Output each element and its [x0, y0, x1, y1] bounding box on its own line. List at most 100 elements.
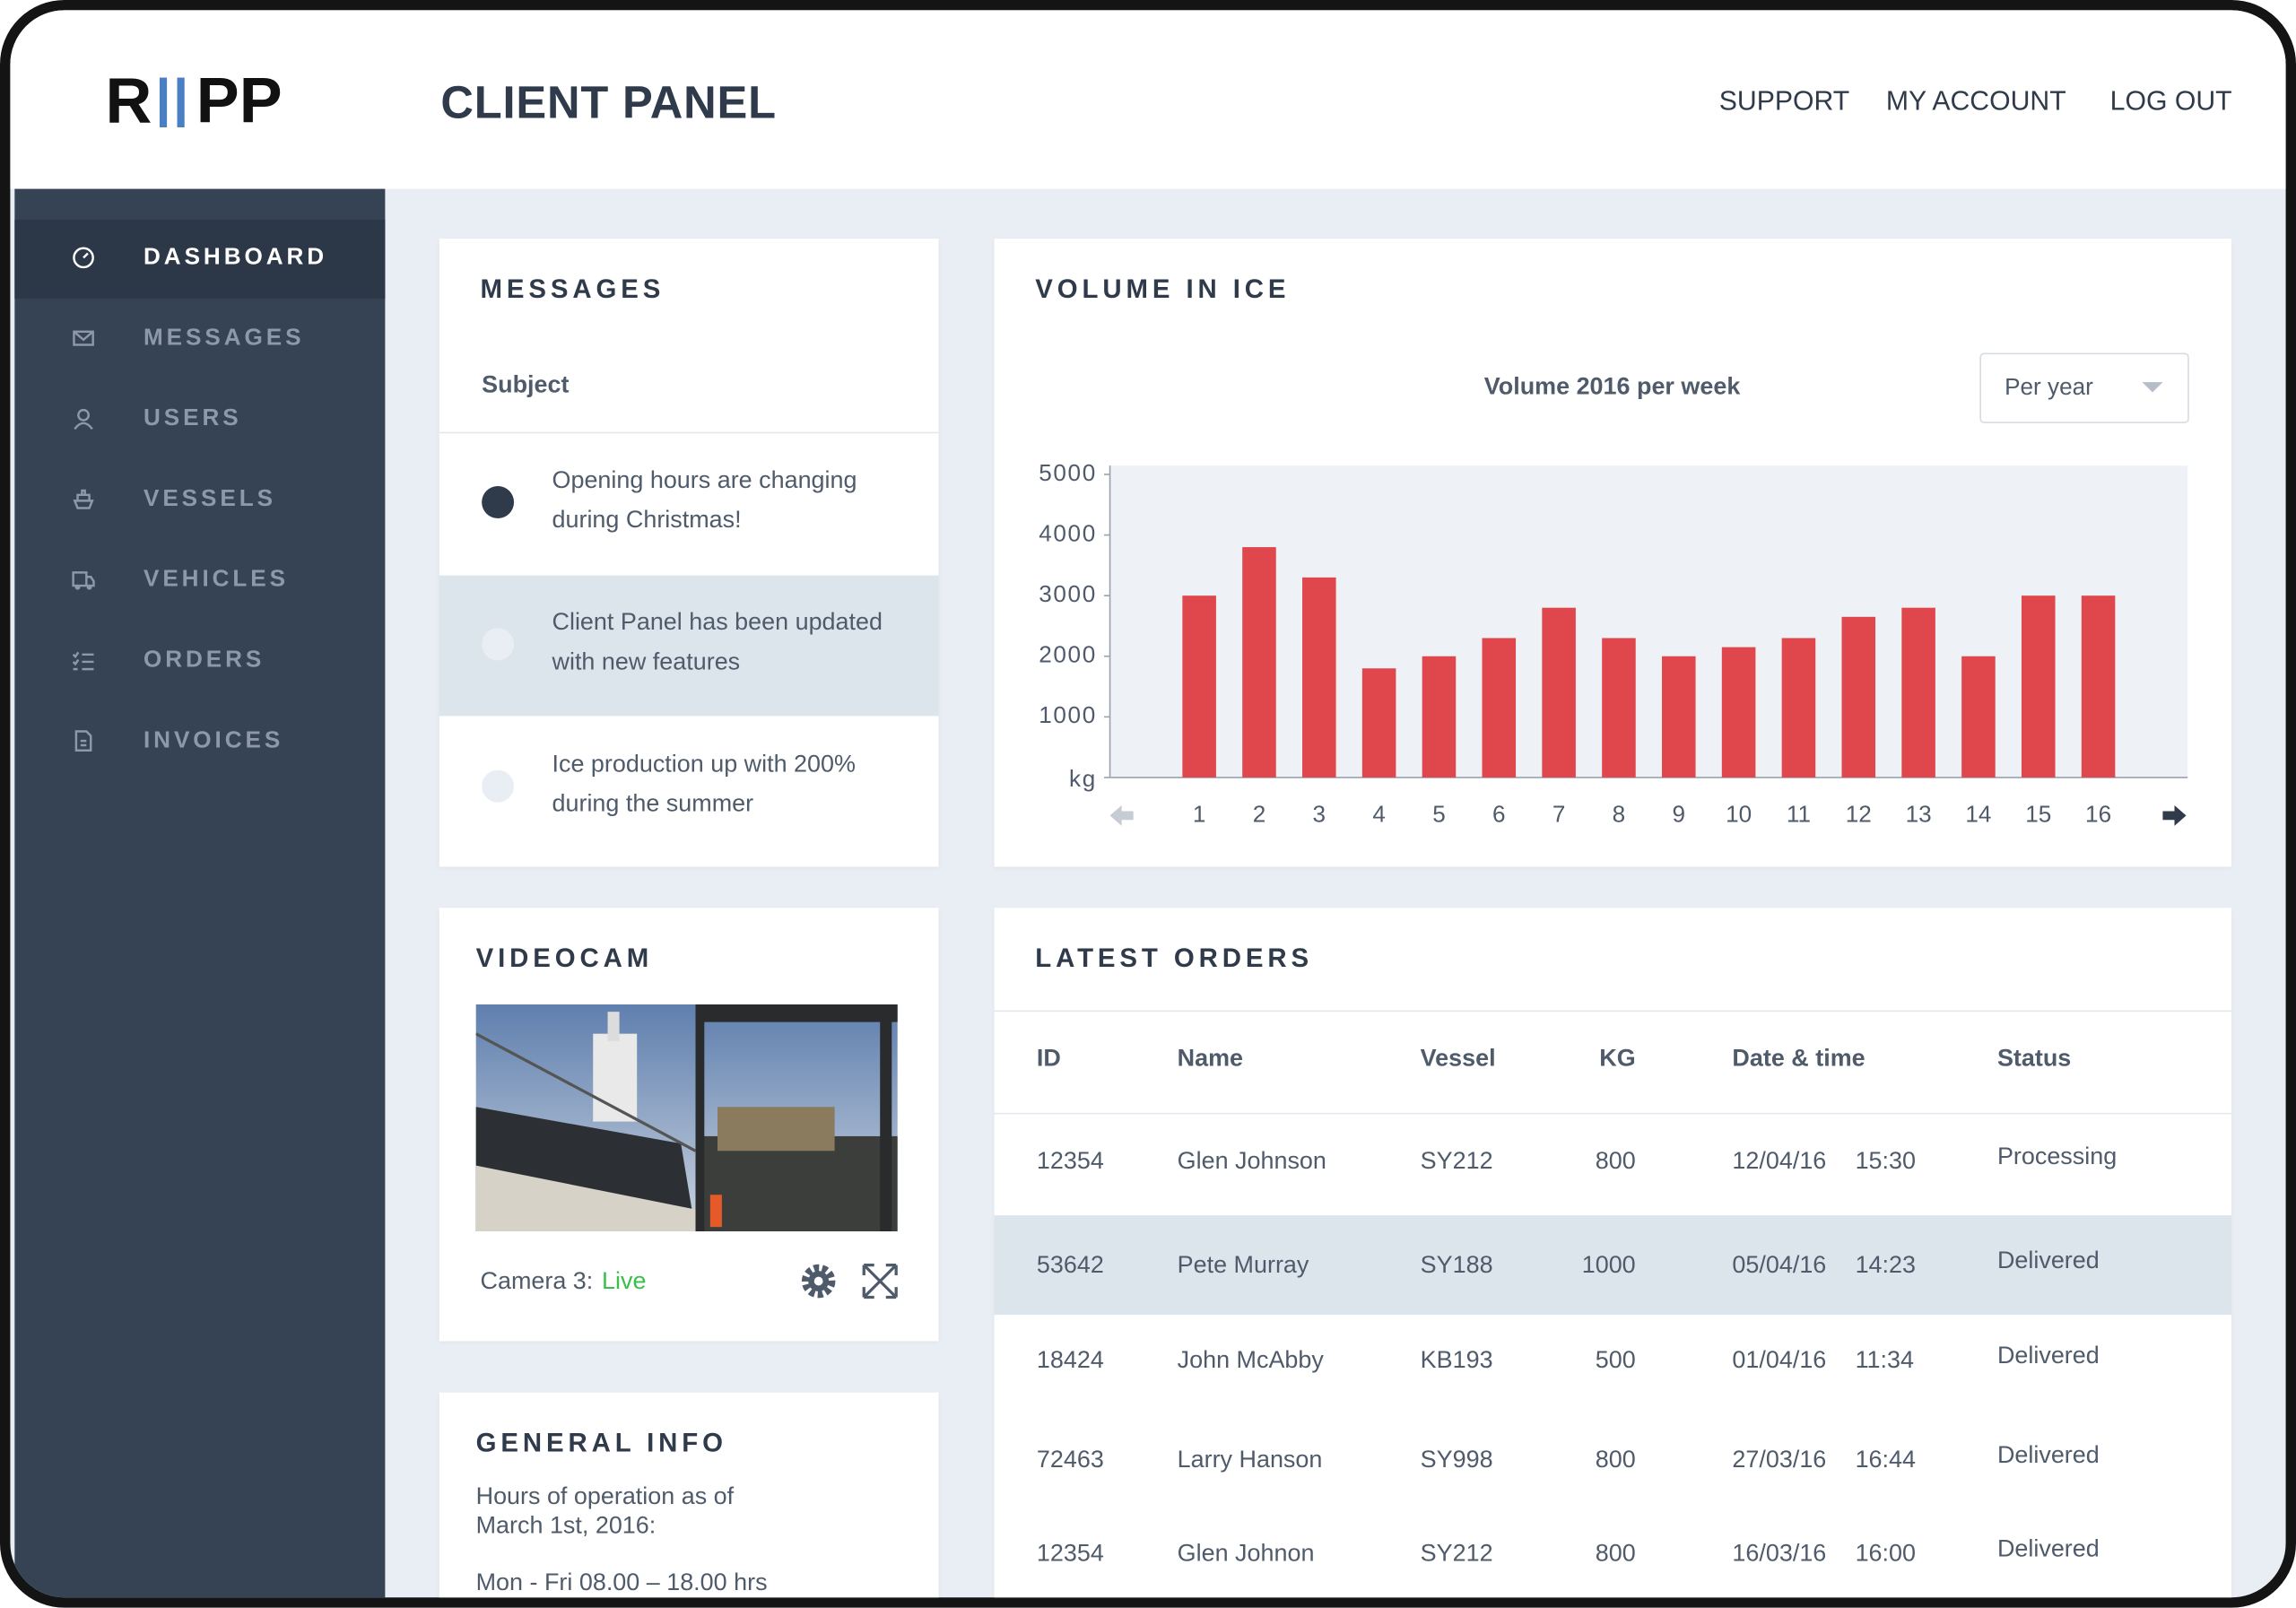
order-cell: Processing	[1996, 1143, 2118, 1170]
card-title: LATEST ORDERS	[1035, 943, 1313, 973]
y-tick-label: 1000	[1039, 701, 1097, 728]
logo-letters: PP	[196, 65, 283, 137]
order-cell: 12354	[1036, 1148, 1104, 1175]
bar	[1542, 607, 1576, 778]
bar	[1662, 656, 1696, 778]
sidebar-link[interactable]: VESSELS	[144, 486, 276, 512]
x-tick-label: 12	[1846, 800, 1872, 827]
bar	[2021, 595, 2056, 778]
read-indicator	[482, 628, 515, 661]
order-cell: 15:30	[1855, 1148, 1916, 1175]
column-header: KG	[1599, 1045, 1636, 1073]
logo-bar	[159, 77, 168, 128]
column-label: Subject	[482, 371, 570, 399]
x-tick-label: 10	[1726, 800, 1752, 827]
y-tick-label: 2000	[1039, 641, 1097, 668]
bar	[1182, 595, 1216, 778]
order-cell: 12/04/16	[1732, 1148, 1827, 1175]
dropdown-caret	[2142, 382, 2163, 393]
plot-area	[1109, 465, 2188, 778]
y-tick-label: 3000	[1039, 580, 1097, 607]
info-text: Mon - Fri 08.00 – 18.00 hrs	[475, 1569, 768, 1596]
order-cell: 800	[1595, 1540, 1636, 1568]
x-tick-label: 13	[1906, 800, 1932, 827]
column-header: Name	[1177, 1045, 1244, 1073]
card-title: VOLUME IN ICE	[1035, 274, 1291, 304]
x-tick-label: 6	[1492, 800, 1506, 827]
order-cell: 16:44	[1855, 1447, 1916, 1473]
order-cell: John McAbby	[1177, 1347, 1324, 1374]
message-text[interactable]: with new features	[552, 648, 741, 675]
sidebar-link[interactable]: MESSAGES	[144, 326, 305, 351]
page-title: CLIENT PANEL	[440, 76, 777, 128]
settings-button[interactable]	[799, 1262, 837, 1299]
nav-icon	[73, 489, 94, 509]
nav-icon	[74, 408, 93, 430]
y-tick-label: kg	[1069, 765, 1097, 792]
order-cell: 16/03/16	[1732, 1540, 1827, 1568]
column-header: Vessel	[1420, 1045, 1496, 1073]
x-tick-label: 3	[1313, 800, 1326, 827]
x-tick-label: 11	[1787, 800, 1811, 827]
bar	[1302, 577, 1336, 778]
order-cell: Delivered	[1996, 1442, 2100, 1469]
next-arrow[interactable]	[2162, 804, 2187, 826]
header	[10, 10, 2286, 189]
order-cell: SY212	[1420, 1148, 1493, 1175]
message-text[interactable]: during Christmas!	[552, 507, 742, 534]
logo-letter: R	[105, 65, 152, 137]
order-cell: Glen Johnon	[1177, 1540, 1315, 1568]
nav-link[interactable]: LOG OUT	[2109, 84, 2232, 116]
order-cell: 11:34	[1855, 1347, 1915, 1374]
bar	[1482, 638, 1517, 778]
sidebar	[14, 188, 386, 1598]
camera-label: Camera 3:	[480, 1268, 594, 1295]
bar	[1422, 656, 1457, 778]
sidebar-link[interactable]: ORDERS	[144, 648, 265, 674]
bar	[2081, 595, 2116, 778]
x-tick-label: 9	[1673, 800, 1686, 827]
order-cell: 500	[1595, 1347, 1636, 1374]
sidebar-link[interactable]: DASHBOARD	[144, 245, 328, 271]
order-cell: 72463	[1036, 1447, 1104, 1473]
sidebar-link[interactable]: USERS	[144, 405, 242, 431]
messages-card	[439, 239, 939, 867]
read-indicator	[482, 769, 515, 803]
divider	[994, 1010, 2232, 1013]
x-tick-label: 4	[1372, 800, 1386, 827]
info-text: March 1st, 2016:	[475, 1512, 657, 1540]
nav-link[interactable]: SUPPORT	[1718, 84, 1850, 116]
prev-arrow[interactable]	[1109, 804, 1134, 826]
message-text[interactable]: Opening hours are changing	[552, 466, 857, 494]
message-text[interactable]: Ice production up with 200%	[552, 751, 856, 778]
order-cell: 53642	[1036, 1252, 1104, 1279]
nav-link[interactable]: MY ACCOUNT	[1885, 84, 2066, 116]
message-text[interactable]: Client Panel has been updated	[552, 609, 883, 636]
column-header: Date & time	[1732, 1045, 1866, 1073]
bar	[1721, 647, 1756, 778]
order-cell: 01/04/16	[1732, 1347, 1827, 1374]
bar	[1242, 547, 1276, 778]
x-tick-label: 16	[2085, 800, 2111, 827]
read-indicator	[482, 486, 515, 518]
fullscreen-button[interactable]	[861, 1262, 899, 1299]
dropdown-value[interactable]: Per year	[2005, 375, 2093, 401]
order-cell: Delivered	[1996, 1247, 2100, 1274]
sidebar-link[interactable]: VEHICLES	[144, 567, 289, 593]
bar	[1841, 616, 1876, 778]
nav-icon	[72, 571, 95, 590]
order-cell: Pete Murray	[1177, 1252, 1309, 1279]
y-tick-label: 4000	[1039, 519, 1097, 546]
nav-icon	[73, 330, 94, 346]
card-title: GENERAL INFO	[475, 1428, 727, 1457]
card-title: MESSAGES	[480, 274, 665, 304]
message-text[interactable]: during the summer	[552, 790, 754, 818]
x-tick-label: 8	[1613, 800, 1626, 827]
divider	[994, 1112, 2232, 1115]
card-title: VIDEOCAM	[475, 943, 654, 973]
camera-status: Live	[602, 1268, 647, 1295]
sidebar-link[interactable]: INVOICES	[144, 728, 284, 753]
bar	[1361, 668, 1396, 778]
